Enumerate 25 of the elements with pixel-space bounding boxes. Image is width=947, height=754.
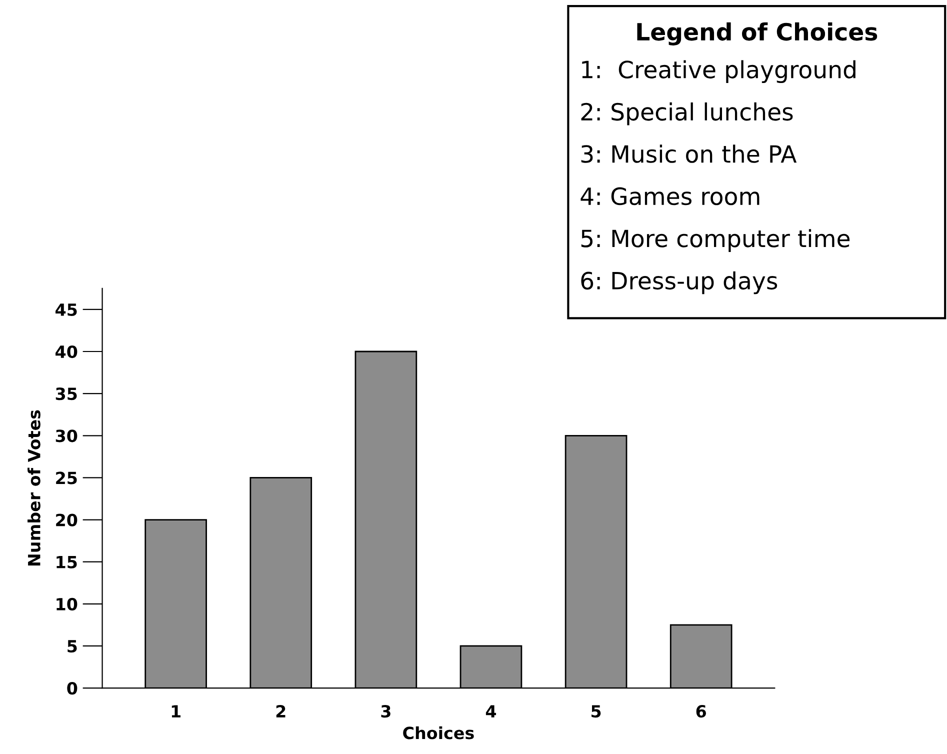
- y-tick-label: 30: [56, 430, 78, 442]
- x-tick-label: 5: [592, 705, 601, 718]
- y-tick-label: 45: [56, 304, 77, 316]
- y-axis-title: Number of Votes: [28, 410, 40, 566]
- y-tick-label: 10: [56, 598, 78, 610]
- x-tick-label: 2: [276, 704, 286, 718]
- y-tick-label: 35: [56, 388, 77, 400]
- legend-title: Legend of Choices: [637, 22, 878, 46]
- x-tick-label: 1: [172, 705, 180, 718]
- text: 4: Games room: [580, 187, 760, 206]
- x-tick-label: 6: [696, 705, 706, 718]
- text: 1: Creative playground: [582, 60, 856, 84]
- y-tick-label: 40: [56, 345, 78, 358]
- annotation: 6: Dress-up days: [581, 271, 778, 294]
- text: 5: More computer time: [581, 229, 850, 252]
- y-tick-label: 15: [56, 556, 77, 568]
- y-tick-label: 25: [56, 472, 77, 484]
- text: 3: Music on the PA: [581, 144, 797, 163]
- y-tick-label: 5: [68, 640, 77, 653]
- x-tick-label: 4: [486, 705, 496, 718]
- text: 2: Special lunches: [581, 102, 793, 126]
- y-tick-label: 20: [56, 514, 78, 526]
- y-tick-label: 0: [67, 682, 78, 695]
- x-tick-label: 3: [381, 704, 390, 718]
- x-axis-title: Choices: [403, 726, 474, 740]
